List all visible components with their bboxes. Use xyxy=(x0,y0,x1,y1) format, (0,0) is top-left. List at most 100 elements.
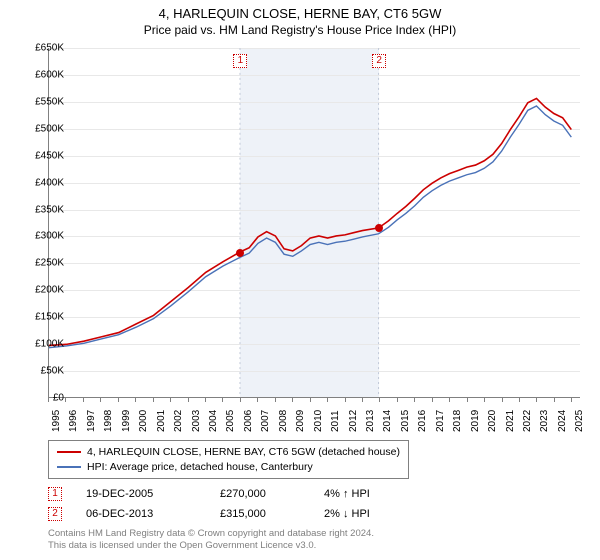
legend-item-hpi: HPI: Average price, detached house, Cant… xyxy=(57,460,400,475)
x-tick-label: 2019 xyxy=(470,410,481,432)
sale-dot xyxy=(236,249,244,257)
x-tick-label: 2015 xyxy=(400,410,411,432)
chart-container: 4, HARLEQUIN CLOSE, HERNE BAY, CT6 5GW P… xyxy=(0,0,600,560)
y-tick-label: £350K xyxy=(20,204,64,215)
x-tick xyxy=(48,398,49,402)
x-tick-label: 2006 xyxy=(243,410,254,432)
x-tick-label: 2010 xyxy=(313,410,324,432)
x-tick-label: 2022 xyxy=(522,410,533,432)
x-tick-label: 2021 xyxy=(505,410,516,432)
sale-hpi-delta: 4% ↑ HPI xyxy=(324,488,404,500)
x-tick xyxy=(65,398,66,402)
title-subtitle: Price paid vs. HM Land Registry's House … xyxy=(0,23,600,37)
legend-label: 4, HARLEQUIN CLOSE, HERNE BAY, CT6 5GW (… xyxy=(87,445,400,460)
sale-hpi-delta: 2% ↓ HPI xyxy=(324,508,404,520)
x-tick xyxy=(571,398,572,402)
legend-item-price-paid: 4, HARLEQUIN CLOSE, HERNE BAY, CT6 5GW (… xyxy=(57,445,400,460)
y-tick-label: £400K xyxy=(20,177,64,188)
footer-line: Contains HM Land Registry data © Crown c… xyxy=(48,528,374,540)
legend-box: 4, HARLEQUIN CLOSE, HERNE BAY, CT6 5GW (… xyxy=(48,440,409,479)
sale-marker-box: 2 xyxy=(372,54,386,68)
y-tick-label: £50K xyxy=(20,366,64,377)
x-tick xyxy=(467,398,468,402)
x-tick xyxy=(205,398,206,402)
sale-dot xyxy=(375,224,383,232)
x-tick xyxy=(484,398,485,402)
x-tick xyxy=(327,398,328,402)
legend-swatch xyxy=(57,451,81,453)
x-tick xyxy=(275,398,276,402)
x-tick-label: 2013 xyxy=(365,410,376,432)
sale-marker-icon: 1 xyxy=(48,487,62,501)
x-tick xyxy=(449,398,450,402)
y-tick-label: £250K xyxy=(20,258,64,269)
x-tick xyxy=(292,398,293,402)
y-tick-label: £600K xyxy=(20,69,64,80)
y-tick-label: £200K xyxy=(20,285,64,296)
sales-table: 1 19-DEC-2005 £270,000 4% ↑ HPI 2 06-DEC… xyxy=(48,484,404,524)
x-tick xyxy=(257,398,258,402)
sale-price: £270,000 xyxy=(220,488,300,500)
x-tick xyxy=(414,398,415,402)
sale-price: £315,000 xyxy=(220,508,300,520)
y-tick-label: £0 xyxy=(20,393,64,404)
y-tick-label: £300K xyxy=(20,231,64,242)
x-tick xyxy=(519,398,520,402)
x-tick xyxy=(554,398,555,402)
x-tick xyxy=(118,398,119,402)
footer-attribution: Contains HM Land Registry data © Crown c… xyxy=(48,528,374,553)
x-tick-label: 2004 xyxy=(208,410,219,432)
x-tick-label: 1997 xyxy=(86,410,97,432)
legend-swatch xyxy=(57,466,81,468)
sale-row: 1 19-DEC-2005 £270,000 4% ↑ HPI xyxy=(48,484,404,504)
y-tick-label: £500K xyxy=(20,123,64,134)
sale-marker-icon: 2 xyxy=(48,507,62,521)
x-tick xyxy=(536,398,537,402)
series-line-hpi xyxy=(49,106,571,348)
x-tick-label: 2005 xyxy=(225,410,236,432)
sale-marker-box: 1 xyxy=(233,54,247,68)
chart-lines-svg xyxy=(49,48,580,397)
x-tick-label: 2001 xyxy=(156,410,167,432)
x-tick-label: 2017 xyxy=(435,410,446,432)
x-tick-label: 2018 xyxy=(452,410,463,432)
x-tick xyxy=(188,398,189,402)
x-tick-label: 1996 xyxy=(68,410,79,432)
x-tick xyxy=(432,398,433,402)
x-tick-label: 2012 xyxy=(348,410,359,432)
x-tick xyxy=(135,398,136,402)
x-tick xyxy=(83,398,84,402)
x-tick-label: 2016 xyxy=(417,410,428,432)
y-tick-label: £100K xyxy=(20,339,64,350)
x-tick xyxy=(170,398,171,402)
x-tick-label: 2011 xyxy=(330,410,341,432)
x-tick-label: 2002 xyxy=(173,410,184,432)
x-tick-label: 2020 xyxy=(487,410,498,432)
x-tick-label: 2007 xyxy=(260,410,271,432)
x-tick-label: 1995 xyxy=(51,410,62,432)
x-tick xyxy=(362,398,363,402)
y-tick-label: £550K xyxy=(20,96,64,107)
title-block: 4, HARLEQUIN CLOSE, HERNE BAY, CT6 5GW P… xyxy=(0,0,600,37)
title-address: 4, HARLEQUIN CLOSE, HERNE BAY, CT6 5GW xyxy=(0,6,600,21)
x-tick xyxy=(397,398,398,402)
x-tick-label: 2014 xyxy=(382,410,393,432)
x-tick xyxy=(310,398,311,402)
x-tick xyxy=(379,398,380,402)
x-tick xyxy=(502,398,503,402)
x-tick-label: 1999 xyxy=(121,410,132,432)
chart-plot-area: 12 xyxy=(48,48,580,398)
x-tick xyxy=(153,398,154,402)
x-tick-label: 2023 xyxy=(539,410,550,432)
y-tick-label: £450K xyxy=(20,150,64,161)
x-tick-label: 1998 xyxy=(103,410,114,432)
x-tick xyxy=(240,398,241,402)
x-tick-label: 2008 xyxy=(278,410,289,432)
x-tick-label: 2025 xyxy=(574,410,585,432)
y-tick-label: £650K xyxy=(20,43,64,54)
sale-date: 19-DEC-2005 xyxy=(86,488,196,500)
series-line-price_paid xyxy=(49,98,571,345)
legend-label: HPI: Average price, detached house, Cant… xyxy=(87,460,313,475)
y-tick-label: £150K xyxy=(20,312,64,323)
sale-row: 2 06-DEC-2013 £315,000 2% ↓ HPI xyxy=(48,504,404,524)
